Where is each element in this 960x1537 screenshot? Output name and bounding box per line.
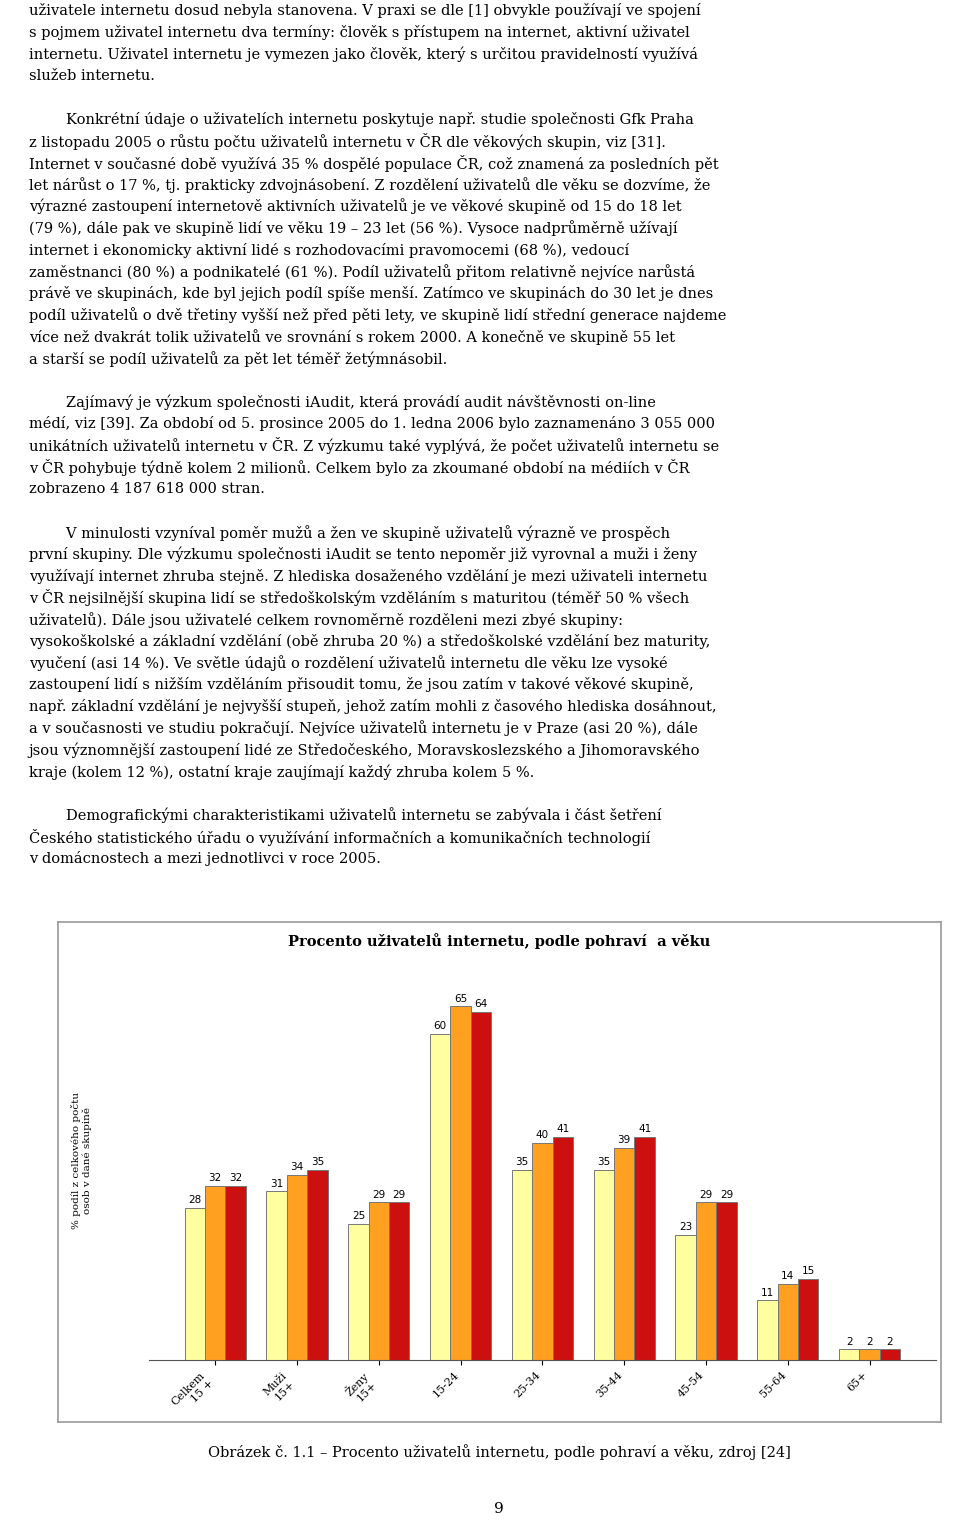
Text: jsou význomnější zastoupení lidé ze Středočeského, Moravskoslezského a Jihomorav: jsou význomnější zastoupení lidé ze Stře… (29, 742, 700, 758)
Text: V minulosti vzyníval poměr mužů a žen ve skupině uživatelů výrazně ve prospěch: V minulosti vzyníval poměr mužů a žen ve… (29, 524, 670, 541)
Bar (778, 1283, 798, 1360)
Text: zastoupení lidí s nižším vzděláním přisoudit tomu, že jsou zatím v takové věkové: zastoupení lidí s nižším vzděláním přiso… (29, 678, 693, 692)
Text: internetu. Uživatel internetu je vymezen jako člověk, který s určitou pravidelno: internetu. Uživatel internetu je vymezen… (29, 46, 698, 61)
Text: 11: 11 (760, 1288, 774, 1297)
Text: Demografickými charakteristikami uživatelů internetu se zabývala i část šetření: Demografickými charakteristikami uživate… (29, 807, 661, 824)
Bar (716, 1202, 736, 1360)
Text: s pojmem uživatel internetu dva termíny: člověk s přístupem na internet, aktivní: s pojmem uživatel internetu dva termíny:… (29, 25, 689, 40)
Bar (348, 1223, 369, 1360)
Text: 31: 31 (270, 1179, 283, 1188)
Text: uživatelů). Dále jsou uživatelé celkem rovnoměrně rozděleni mezi zbyé skupiny:: uživatelů). Dále jsou uživatelé celkem r… (29, 612, 623, 627)
Text: Zajímavý je výzkum společnosti iAudit, která provádí audit návštěvnosti on-line: Zajímavý je výzkum společnosti iAudit, k… (29, 395, 656, 410)
Bar (512, 1170, 532, 1360)
Bar (879, 1349, 900, 1360)
Text: z listopadu 2005 o růstu počtu uživatelů internetu v ČR dle věkových skupin, viz: z listopadu 2005 o růstu počtu uživatelů… (29, 132, 665, 149)
Text: 32: 32 (208, 1173, 222, 1183)
Bar (470, 1011, 492, 1360)
Text: 41: 41 (556, 1125, 569, 1134)
Text: 40: 40 (536, 1130, 549, 1140)
Bar (226, 1187, 246, 1360)
Text: 14: 14 (781, 1271, 794, 1282)
Text: využívají internet zhruba stejně. Z hlediska dosaženého vzdělání je mezi uživate: využívají internet zhruba stejně. Z hled… (29, 569, 708, 584)
Text: 25: 25 (351, 1211, 365, 1222)
Bar (635, 1137, 655, 1360)
Text: 35: 35 (597, 1157, 611, 1167)
Text: např. základní vzdělání je nejvyšší stupeň, jehož zatím mohli z časového hledisk: např. základní vzdělání je nejvyšší stup… (29, 699, 716, 715)
Text: 2: 2 (866, 1337, 873, 1346)
Text: médí, viz [39]. Za období od 5. prosince 2005 do 1. ledna 2006 bylo zaznamenáno : médí, viz [39]. Za období od 5. prosince… (29, 417, 715, 432)
Bar (593, 1170, 614, 1360)
Bar (184, 1208, 205, 1360)
Text: 65: 65 (454, 994, 468, 1004)
Text: vyučení (asi 14 %). Ve světle údajů o rozdělení uživatelů internetu dle věku lze: vyučení (asi 14 %). Ve světle údajů o ro… (29, 655, 667, 672)
Text: 64: 64 (474, 999, 488, 1010)
Text: 34: 34 (291, 1162, 303, 1173)
Text: první skupiny. Dle výzkumu společnosti iAudit se tento nepoměr již vyrovnal a mu: první skupiny. Dle výzkumu společnosti i… (29, 547, 697, 563)
Text: zobrazeno 4 187 618 000 stran.: zobrazeno 4 187 618 000 stran. (29, 483, 265, 496)
Text: 41: 41 (638, 1125, 651, 1134)
Text: 15: 15 (802, 1266, 815, 1276)
Text: výrazné zastoupení internetově aktivních uživatelů je ve věkové skupině od 15 do: výrazné zastoupení internetově aktivních… (29, 198, 682, 215)
Text: 2: 2 (846, 1337, 852, 1346)
Text: Obrázek č. 1.1 – Procento uživatelů internetu, podle pohraví a věku, zdroj [24]: Obrázek č. 1.1 – Procento uživatelů inte… (207, 1445, 791, 1460)
Text: podíl uživatelů o dvě třetiny vyšší než před pěti lety, ve skupině lidí střední : podíl uživatelů o dvě třetiny vyšší než … (29, 307, 726, 323)
Text: 35: 35 (516, 1157, 529, 1167)
Text: služeb internetu.: služeb internetu. (29, 69, 155, 83)
Text: právě ve skupinách, kde byl jejich podíl spíše menší. Zatímco ve skupinách do 30: právě ve skupinách, kde byl jejich podíl… (29, 286, 713, 301)
Text: vysokoškolské a základní vzdělání (obě zhruba 20 %) a středoškolské vzdělání bez: vysokoškolské a základní vzdělání (obě z… (29, 633, 710, 649)
Bar (859, 1349, 879, 1360)
Bar (614, 1148, 635, 1360)
Text: 35: 35 (311, 1157, 324, 1167)
Text: 23: 23 (679, 1222, 692, 1233)
Bar (430, 1033, 450, 1360)
Bar (307, 1170, 327, 1360)
Text: 29: 29 (372, 1190, 386, 1200)
Text: uživatele internetu dosud nebyla stanovena. V praxi se dle [1] obvykle používají: uživatele internetu dosud nebyla stanove… (29, 3, 701, 18)
Bar (369, 1202, 389, 1360)
Text: zaměstnanci (80 %) a podnikatelé (61 %). Podíl uživatelů přitom relativně nejvíc: zaměstnanci (80 %) a podnikatelé (61 %).… (29, 264, 695, 280)
Text: v ČR nejsilnější skupina lidí se středoškolským vzděláním s maturitou (téměř 50 : v ČR nejsilnější skupina lidí se středoš… (29, 589, 689, 607)
Text: a starší se podíl uživatelů za pět let téměř žetýmnásobil.: a starší se podíl uživatelů za pět let t… (29, 350, 447, 367)
Bar (757, 1300, 778, 1360)
Bar (205, 1187, 226, 1360)
Text: 29: 29 (699, 1190, 712, 1200)
Text: Procento uživatelů internetu, podle pohraví  a věku: Procento uživatelů internetu, podle pohr… (288, 933, 710, 948)
Text: Internet v současné době využívá 35 % dospělé populace ČR, což znamená za posled: Internet v současné době využívá 35 % do… (29, 155, 718, 172)
Bar (389, 1202, 410, 1360)
Text: a v současnosti ve studiu pokračují. Nejvíce uživatelů internetu je v Praze (asi: a v současnosti ve studiu pokračují. Nej… (29, 721, 698, 736)
Bar (798, 1279, 819, 1360)
Text: 39: 39 (617, 1136, 631, 1145)
Text: 2: 2 (887, 1337, 894, 1346)
Bar (287, 1176, 307, 1360)
Text: let nárůst o 17 %, tj. prakticky zdvojnásobení. Z rozdělení uživatelů dle věku s: let nárůst o 17 %, tj. prakticky zdvojná… (29, 177, 710, 192)
Text: unikátních uživatelů internetu v ČR. Z výzkumu také vyplývá, že počet uživatelů : unikátních uživatelů internetu v ČR. Z v… (29, 437, 719, 455)
Bar (450, 1007, 470, 1360)
Text: 29: 29 (720, 1190, 733, 1200)
Text: % podíl z celkového počtu
osob v dané skupině: % podíl z celkového počtu osob v dané sk… (71, 1091, 92, 1230)
Text: 29: 29 (393, 1190, 406, 1200)
Text: v ČR pohybuje týdně kolem 2 milionů. Celkem bylo za zkoumané období na médiích v: v ČR pohybuje týdně kolem 2 milionů. Cel… (29, 460, 689, 476)
Text: více než dvakrát tolik uživatelů ve srovnání s rokem 2000. A konečně ve skupině : více než dvakrát tolik uživatelů ve srov… (29, 329, 675, 344)
Bar (266, 1191, 287, 1360)
Text: Konkrétní údaje o uživatelích internetu poskytuje např. studie společnosti Gfk P: Konkrétní údaje o uživatelích internetu … (29, 112, 694, 128)
Text: 60: 60 (434, 1021, 446, 1031)
Bar (839, 1349, 859, 1360)
Text: Českého statistického úřadu o využívání informačních a komunikačních technologií: Českého statistického úřadu o využívání … (29, 828, 650, 845)
Bar (675, 1236, 696, 1360)
Bar (532, 1142, 553, 1360)
Text: kraje (kolem 12 %), ostatní kraje zaujímají každý zhruba kolem 5 %.: kraje (kolem 12 %), ostatní kraje zaujím… (29, 764, 534, 779)
Text: internet i ekonomicky aktivní lidé s rozhodovacími pravomocemi (68 %), vedoucí: internet i ekonomicky aktivní lidé s roz… (29, 243, 629, 258)
Text: 28: 28 (188, 1196, 202, 1205)
Text: (79 %), dále pak ve skupině lidí ve věku 19 – 23 let (56 %). Vysoce nadprůměrně : (79 %), dále pak ve skupině lidí ve věku… (29, 220, 678, 237)
Bar (696, 1202, 716, 1360)
Text: 32: 32 (229, 1173, 242, 1183)
Text: 9: 9 (494, 1502, 504, 1517)
Text: v domácnostech a mezi jednotlivci v roce 2005.: v domácnostech a mezi jednotlivci v roce… (29, 851, 381, 867)
Bar (553, 1137, 573, 1360)
